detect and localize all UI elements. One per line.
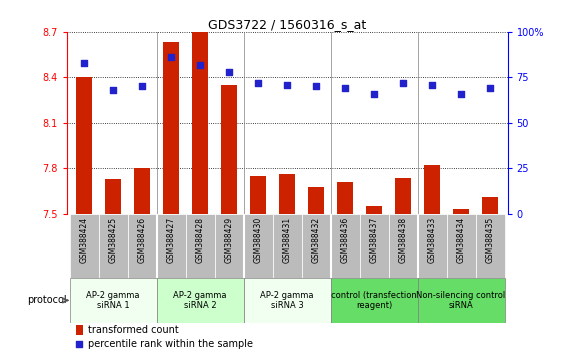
Point [485,85,495,91]
Text: AP-2 gamma
siRNA 3: AP-2 gamma siRNA 3 [260,291,314,310]
Bar [331,278,418,323]
Point [311,84,321,89]
Bar [244,214,273,278]
Point [369,91,379,97]
Bar [360,214,389,278]
Bar [76,78,92,214]
Bar [70,214,99,278]
Point [398,80,408,86]
Text: GSM388433: GSM388433 [427,217,437,263]
Text: GSM388431: GSM388431 [282,217,292,263]
Bar [157,214,186,278]
Text: AP-2 gamma
siRNA 1: AP-2 gamma siRNA 1 [86,291,140,310]
Point [253,80,263,86]
Point [224,69,234,75]
Bar [215,214,244,278]
Point [137,84,147,89]
Text: protocol: protocol [27,295,67,306]
Bar [418,278,505,323]
Bar [302,214,331,278]
Bar [221,85,237,214]
Bar [128,214,157,278]
Bar [453,209,469,214]
Bar [163,42,179,214]
Bar [331,214,360,278]
Bar [418,214,447,278]
Bar [157,278,244,323]
Point [195,62,205,68]
Bar [308,187,324,214]
Bar [395,177,411,214]
Point [340,85,350,91]
Text: GSM388427: GSM388427 [166,217,176,263]
Bar [186,214,215,278]
Bar [273,214,302,278]
Text: GSM388438: GSM388438 [398,217,408,263]
Point [282,82,292,87]
Text: GSM388429: GSM388429 [224,217,234,263]
Bar [134,169,150,214]
Text: GSM388434: GSM388434 [456,217,466,263]
Point [108,87,118,93]
Point [166,55,176,60]
Text: GSM388428: GSM388428 [195,217,205,263]
Point [79,60,89,65]
Bar [99,214,128,278]
Point [427,82,437,87]
Bar [75,325,84,336]
Bar [424,165,440,214]
Bar [105,179,121,214]
Text: GSM388426: GSM388426 [137,217,147,263]
Bar [244,278,331,323]
Bar [447,214,476,278]
Bar [250,176,266,214]
Bar [279,175,295,214]
Bar [476,214,505,278]
Bar [366,206,382,214]
Text: GSM388430: GSM388430 [253,217,263,263]
Bar [337,182,353,214]
Text: GSM388424: GSM388424 [79,217,89,263]
Text: GSM388436: GSM388436 [340,217,350,263]
Point [75,342,84,347]
Bar [192,32,208,214]
Bar [70,278,157,323]
Text: Non-silencing control
siRNA: Non-silencing control siRNA [416,291,506,310]
Text: percentile rank within the sample: percentile rank within the sample [88,339,253,349]
Title: GDS3722 / 1560316_s_at: GDS3722 / 1560316_s_at [208,18,366,31]
Bar [482,197,498,214]
Text: GSM388425: GSM388425 [108,217,118,263]
Text: GSM388435: GSM388435 [485,217,495,263]
Text: control (transfection
reagent): control (transfection reagent) [331,291,417,310]
Point [456,91,466,97]
Text: GSM388432: GSM388432 [311,217,321,263]
Text: AP-2 gamma
siRNA 2: AP-2 gamma siRNA 2 [173,291,227,310]
Text: GSM388437: GSM388437 [369,217,379,263]
Text: transformed count: transformed count [88,325,179,335]
Bar [389,214,418,278]
